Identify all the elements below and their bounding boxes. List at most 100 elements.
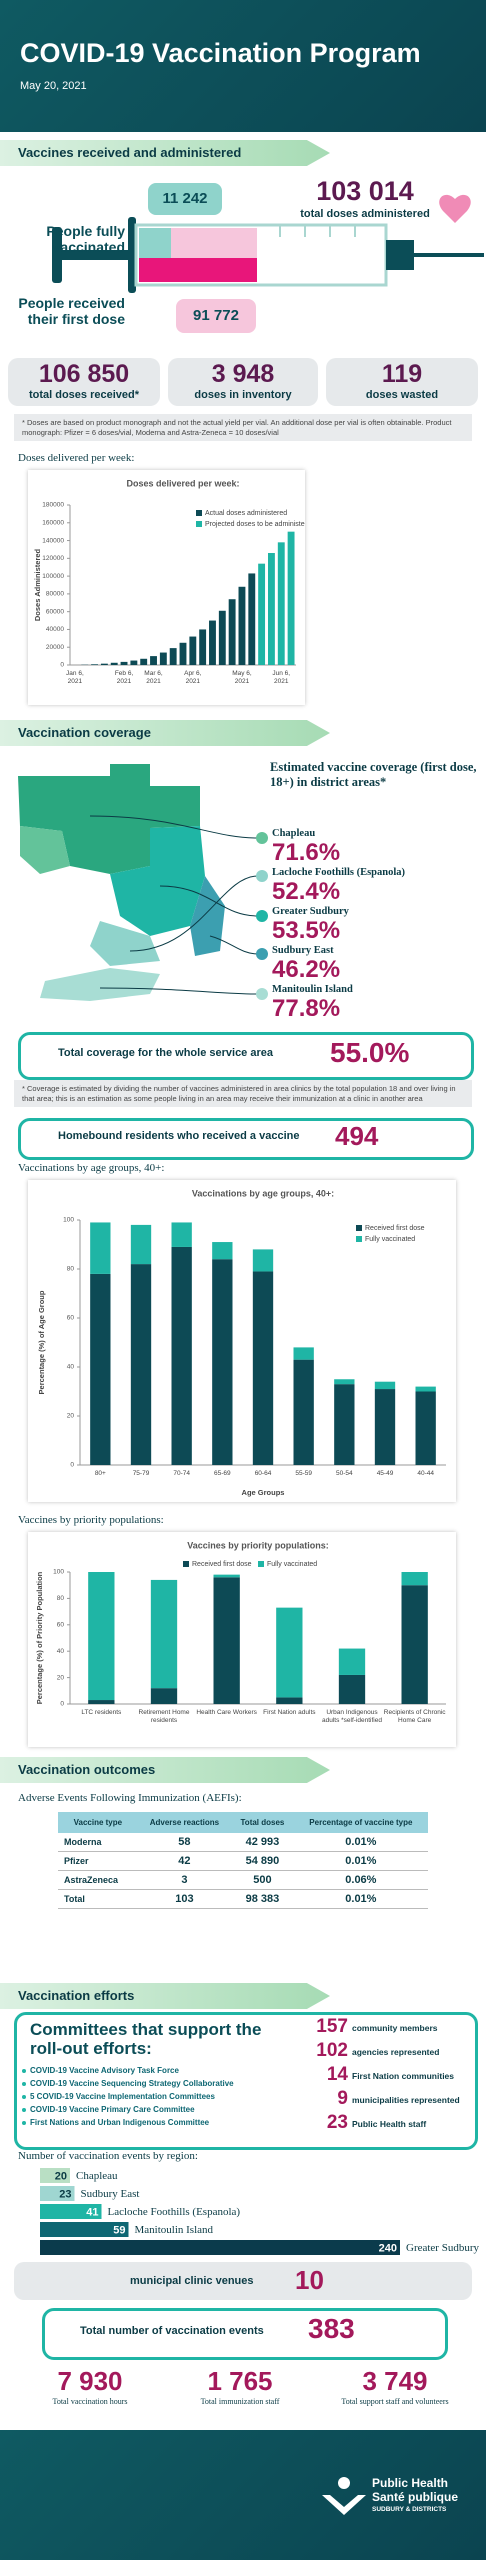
committee-item: First Nations and Urban Indigenous Commi…	[21, 2118, 210, 2127]
x-tick-label: Jan 6, 2021	[66, 670, 84, 685]
bar	[338, 1648, 366, 1675]
count-value: 23	[326, 2112, 348, 2133]
bar	[40, 2240, 400, 2255]
marker	[256, 948, 268, 960]
table-row: Moderna 58 42 993 0.01%	[58, 1833, 428, 1852]
region-sudbury	[110, 826, 205, 936]
stat-value: 3 948	[211, 360, 275, 388]
path	[322, 2495, 366, 2515]
stat-label: doses in inventory	[194, 389, 292, 401]
bar	[40, 2222, 129, 2237]
area-value: 71.6%	[272, 839, 341, 866]
legend-swatch	[356, 1236, 362, 1242]
bar	[248, 573, 256, 665]
y-axis-label: Percentage (%) of Age Group	[37, 1290, 46, 1394]
bar	[140, 658, 148, 665]
y-tick-label: 0	[60, 662, 64, 669]
table-cell: 0.01%	[293, 1833, 428, 1852]
section-title: Vaccination outcomes	[0, 1757, 330, 1783]
y-tick-label: 0	[70, 1462, 74, 1469]
path	[209, 935, 259, 955]
value-label: 59	[113, 2224, 125, 2236]
plunger-rest	[52, 227, 62, 283]
value-label: 23	[59, 2188, 71, 2200]
category-label: Chapleau	[76, 2170, 118, 2182]
events-chart: 20 Chapleau 23 Sudbury East 41 Lacloche Footh…	[40, 2168, 480, 2255]
bar	[120, 661, 128, 665]
plunger	[60, 250, 140, 260]
y-tick-label: 180000	[42, 502, 64, 509]
bar	[40, 2186, 75, 2201]
column-header: Total doses	[231, 1812, 294, 1833]
bar	[213, 1574, 240, 1578]
x-tick-label: Urban Indigenous adults *self-identified	[322, 1709, 382, 1724]
bar	[171, 1246, 192, 1465]
heading: Doses delivered per week:	[18, 452, 135, 464]
y-tick-label: 120000	[42, 555, 64, 562]
category-label: Manitoulin Island	[135, 2224, 214, 2236]
table-cell: 58	[137, 1833, 232, 1852]
y-tick-label: 80000	[46, 591, 64, 598]
count-value: 157	[316, 2016, 348, 2037]
first-bubble	[176, 299, 256, 333]
legend-swatch	[356, 1225, 362, 1231]
table-cell: 3	[137, 1870, 232, 1890]
bar	[100, 663, 108, 665]
committee-item: COVID-19 Vaccine Primary Care Committee	[22, 2105, 195, 2114]
chart-title: Vaccines by priority populations:	[187, 1540, 329, 1550]
chart-svg: Doses delivered per week: 0 20000 40000 6000…	[33, 478, 305, 669]
chart-svg: Vaccines by priority populations: 0 20 40 60…	[35, 1540, 446, 1708]
total-value: 7 930	[57, 2366, 123, 2396]
footer	[0, 2430, 486, 2560]
value-label: 20	[55, 2170, 67, 2182]
chart: Doses delivered per week: 0 20000 40000 6000…	[28, 470, 305, 705]
homebound-label: Homebound residents who received a vacci…	[58, 1130, 300, 1142]
administered-label: total doses administered	[300, 208, 430, 220]
fully-label: People fully vaccinated	[46, 223, 125, 255]
legend-swatch	[258, 1561, 264, 1567]
legend-swatch	[196, 510, 202, 516]
y-tick-label: 100	[63, 1217, 74, 1224]
bar	[401, 1572, 428, 1586]
y-tick-label: 40	[67, 1364, 75, 1371]
x-axis-label: Age Groups	[242, 1488, 285, 1497]
stat-box: 106 850 total doses received*	[8, 358, 160, 406]
x-tick-label: 45-49	[376, 1470, 394, 1477]
x-tick-label: 40-44	[417, 1470, 434, 1477]
bar	[252, 1271, 274, 1465]
total-block: 7 930 Total vaccination hours	[20, 2366, 160, 2406]
x-tick-label: 75-79	[132, 1470, 150, 1477]
region-lacloche	[90, 921, 160, 966]
venues-box	[14, 2262, 472, 2300]
path	[129, 875, 259, 952]
y-tick-label: 160000	[42, 519, 64, 526]
value-label: 240	[379, 2242, 397, 2254]
logo-en: Public Health	[372, 2476, 449, 2490]
y-tick-label: 60	[67, 1315, 75, 1322]
section-title: Vaccination efforts	[0, 1983, 330, 2009]
bar	[169, 648, 177, 665]
count-label: municipalities represented	[352, 2095, 460, 2105]
events-total-box	[42, 2308, 448, 2360]
region-manitoulin	[40, 968, 160, 1001]
total-label: Total support staff and volunteers	[341, 2397, 449, 2406]
table-cell: 42	[137, 1851, 232, 1871]
bar	[338, 1674, 366, 1704]
y-tick-label: 60000	[46, 608, 64, 615]
bar	[150, 1579, 178, 1689]
table-row: Pfizer 42 54 890 0.01%	[58, 1851, 428, 1871]
legend-label: Fully vaccinated	[365, 1236, 415, 1243]
total-block: 1 765 Total immunization staff	[170, 2366, 310, 2406]
x-tick-label: 65-69	[214, 1470, 231, 1477]
barrel-ticks	[279, 225, 356, 237]
first-fill-light	[171, 228, 257, 258]
homebound-box	[18, 1118, 474, 1160]
hub	[386, 240, 414, 270]
total-block: 3 749 Total support staff and volunteers	[320, 2366, 470, 2406]
region-north	[18, 764, 200, 874]
first-fill	[139, 258, 257, 282]
y-tick-label: 0	[60, 1701, 64, 1708]
y-tick-label: 140000	[42, 537, 64, 544]
heading: Vaccinations by age groups, 40+:	[18, 1162, 165, 1174]
bar	[374, 1381, 396, 1390]
